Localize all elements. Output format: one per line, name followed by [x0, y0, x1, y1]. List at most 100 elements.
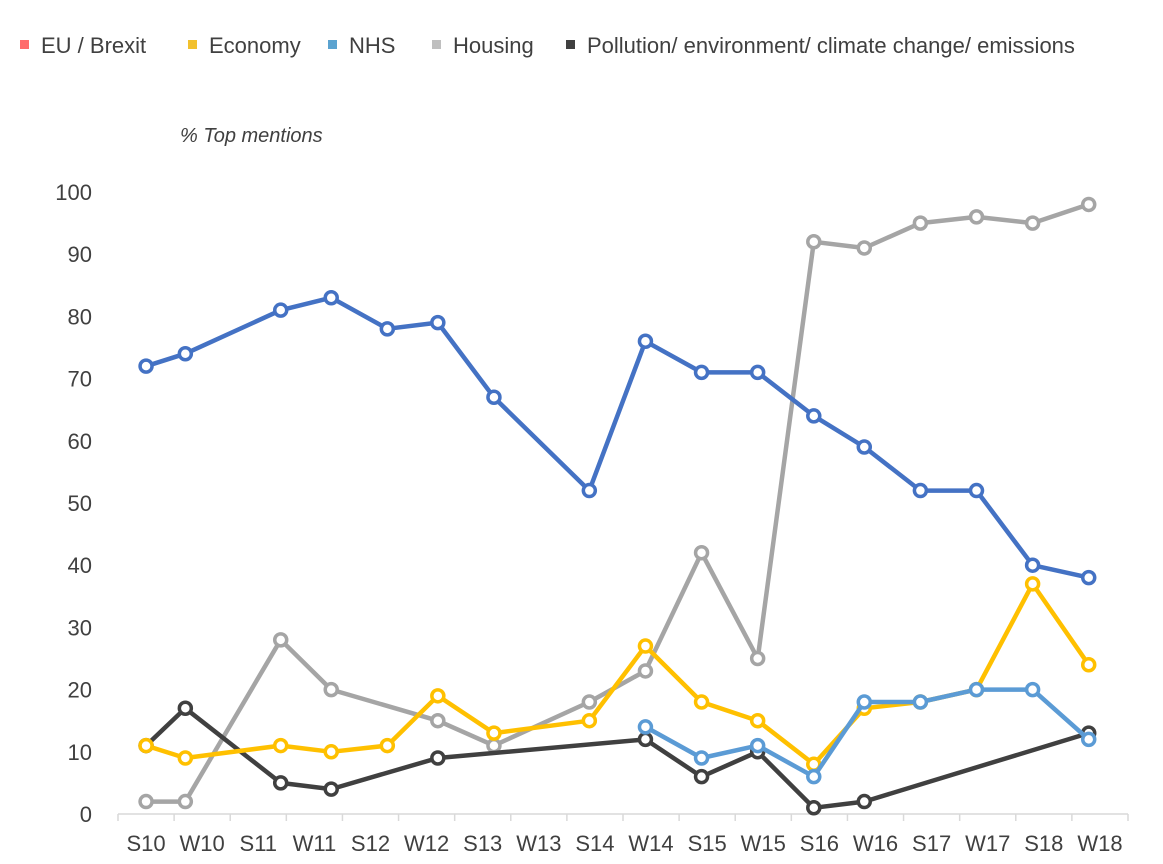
- data-point: [430, 314, 446, 331]
- data-point: [1080, 731, 1097, 748]
- x-tick-label: W18: [1077, 831, 1122, 856]
- series-line: [143, 706, 1091, 811]
- legend-label: Pollution/ environment/ climate change/ …: [587, 33, 1075, 58]
- series-line: [143, 295, 1091, 580]
- data-point: [693, 694, 710, 710]
- data-point: [1024, 215, 1041, 231]
- series-line: [143, 581, 1091, 767]
- legend: EU / Brexit Economy NHS Housing Pollution/ e…: [20, 33, 1075, 58]
- data-point: [272, 632, 289, 648]
- data-point: [138, 793, 154, 810]
- data-point: [323, 744, 339, 760]
- data-point: [637, 719, 654, 735]
- x-tick-label: W10: [180, 831, 225, 856]
- legend-label: Housing: [453, 33, 534, 58]
- data-point: [806, 800, 822, 816]
- legend-label: NHS: [349, 33, 395, 58]
- legend-label: EU / Brexit: [41, 33, 146, 58]
- series-3: [138, 196, 1097, 810]
- data-point: [272, 775, 289, 791]
- data-point: [1080, 656, 1097, 673]
- y-tick-label: 70: [68, 367, 92, 392]
- x-tick-label: W11: [293, 831, 337, 856]
- series-2: [637, 681, 1097, 785]
- x-tick-label: W16: [853, 831, 898, 856]
- x-tick-label: S13: [463, 831, 502, 856]
- data-point: [177, 750, 194, 766]
- data-point: [1024, 557, 1041, 573]
- data-point: [486, 389, 502, 406]
- y-tick-label: 40: [68, 553, 92, 578]
- data-point: [637, 663, 654, 679]
- x-tick-label: W15: [741, 831, 786, 856]
- data-point: [637, 638, 654, 654]
- data-point: [912, 215, 929, 231]
- data-point: [581, 482, 598, 499]
- y-tick-label: 60: [68, 429, 92, 454]
- y-axis: 0 10 20 30 40 50 60 70 80 90 100: [55, 180, 92, 827]
- legend-swatch: [20, 40, 29, 49]
- data-point: [856, 694, 873, 710]
- data-point: [968, 482, 985, 499]
- data-point: [806, 768, 822, 785]
- data-point: [581, 694, 598, 710]
- data-point: [693, 545, 710, 561]
- data-point: [693, 750, 710, 766]
- data-point: [323, 289, 339, 306]
- data-point: [856, 439, 873, 455]
- data-point: [379, 321, 396, 337]
- legend-swatch: [566, 40, 575, 49]
- y-tick-label: 80: [68, 304, 92, 329]
- x-tick-label: S15: [688, 831, 727, 856]
- x-tick-label: S16: [800, 831, 839, 856]
- data-point: [581, 712, 598, 729]
- data-point: [430, 712, 446, 729]
- x-tick-label: W17: [965, 831, 1010, 856]
- data-point: [430, 750, 446, 766]
- y-tick-label: 100: [55, 180, 92, 205]
- data-point: [749, 650, 766, 667]
- x-tick-label: W12: [404, 831, 449, 856]
- data-point: [693, 364, 710, 381]
- x-tick-label: S12: [351, 831, 390, 856]
- x-tick-label: S18: [1024, 831, 1063, 856]
- data-point: [379, 737, 396, 754]
- x-tick-label: S11: [240, 831, 278, 856]
- data-point: [430, 688, 446, 704]
- series-0: [138, 289, 1097, 586]
- y-tick-label: 50: [68, 491, 92, 516]
- data-point: [806, 408, 822, 424]
- series-line: [143, 202, 1091, 804]
- y-axis-label: % Top mentions: [180, 125, 323, 147]
- data-point: [749, 364, 766, 381]
- data-point: [749, 737, 766, 754]
- data-point: [138, 358, 154, 374]
- data-point: [856, 240, 873, 256]
- data-point: [968, 681, 985, 698]
- data-point: [1024, 681, 1041, 698]
- x-tick-label: S14: [575, 831, 614, 856]
- data-point: [856, 793, 873, 810]
- x-tick-label: S17: [912, 831, 951, 856]
- legend-swatch: [188, 40, 197, 49]
- data-point: [693, 768, 710, 785]
- legend-swatch: [328, 40, 337, 49]
- data-point: [323, 681, 339, 698]
- x-tick-label: W13: [516, 831, 561, 856]
- data-point: [1024, 576, 1041, 592]
- legend-swatch: [432, 40, 441, 49]
- data-point: [912, 482, 929, 499]
- legend-label: Economy: [209, 33, 301, 58]
- data-point: [138, 737, 154, 754]
- data-point: [637, 731, 654, 748]
- data-point: [749, 712, 766, 729]
- data-point: [1080, 196, 1097, 213]
- y-tick-label: 10: [68, 740, 92, 765]
- data-point: [1080, 569, 1097, 586]
- data-point: [177, 793, 194, 810]
- x-tick-label: W14: [628, 831, 673, 856]
- series-4: [138, 700, 1097, 816]
- x-axis: S10 W10 S11 W11 S12 W12 S13 W13 S14 W14 S15 W15 S16 W…: [117, 813, 1129, 856]
- data-point: [272, 737, 289, 754]
